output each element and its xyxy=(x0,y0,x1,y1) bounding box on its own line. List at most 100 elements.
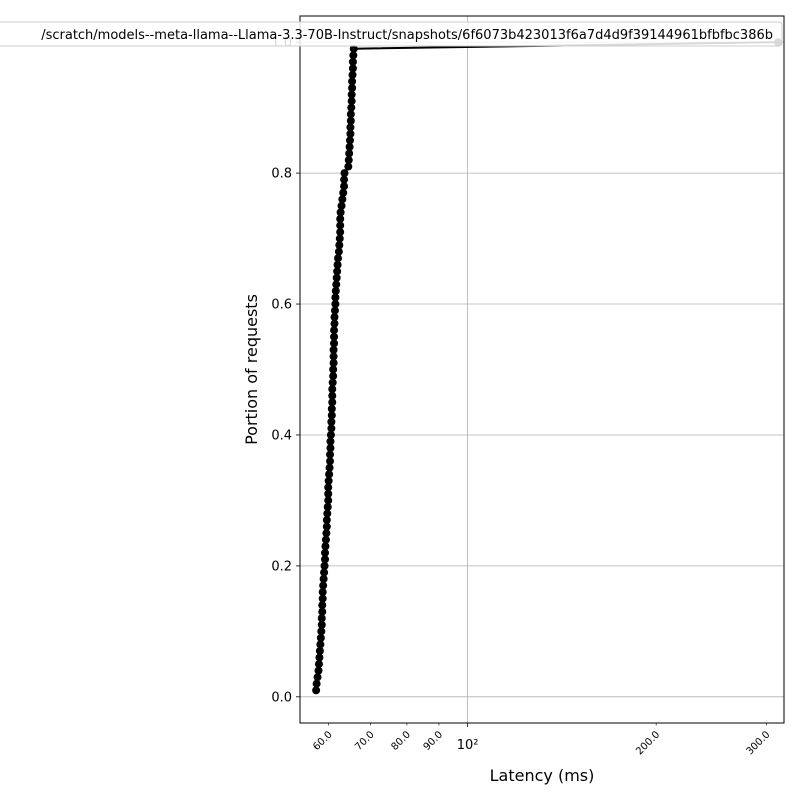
data-point xyxy=(346,136,355,145)
legend-entry-label: /scratch/models--meta-llama--Llama-3.3-7… xyxy=(41,28,773,43)
data-point xyxy=(339,188,348,197)
data-point xyxy=(331,286,340,295)
data-point xyxy=(328,378,337,387)
data-point xyxy=(321,542,330,551)
data-point xyxy=(347,103,356,112)
data-point xyxy=(312,679,321,688)
legend: /scratch/models--meta-llama--Llama-3.3-7… xyxy=(0,21,783,47)
data-point xyxy=(330,306,339,315)
data-point xyxy=(333,260,342,269)
data-point xyxy=(319,574,328,583)
x-axis-title: Latency (ms) xyxy=(490,766,595,785)
data-point xyxy=(312,686,321,695)
data-point xyxy=(322,529,331,538)
data-point xyxy=(322,516,331,525)
data-point xyxy=(318,588,327,597)
data-point xyxy=(348,64,357,73)
data-point xyxy=(328,398,337,407)
data-point xyxy=(337,201,346,210)
data-point xyxy=(346,116,355,125)
data-point xyxy=(340,182,349,191)
data-point xyxy=(329,352,338,361)
data-point xyxy=(347,97,356,106)
data-point xyxy=(316,633,325,642)
data-point xyxy=(336,228,345,237)
data-point xyxy=(314,660,323,669)
data-point xyxy=(331,293,340,302)
data-point xyxy=(344,156,353,165)
x-minor-tick-label: 80.0 xyxy=(390,729,414,753)
x-minor-tick-label: 300.0 xyxy=(745,729,773,757)
data-point xyxy=(327,411,336,420)
data-point xyxy=(345,149,354,158)
data-point xyxy=(333,267,342,276)
data-point xyxy=(315,646,324,655)
x-minor-tick-label: 60.0 xyxy=(311,729,335,753)
data-point xyxy=(329,345,338,354)
y-tick-label: 0.0 xyxy=(271,690,292,705)
data-point xyxy=(325,470,334,479)
data-point xyxy=(327,417,336,426)
data-point xyxy=(348,77,357,86)
data-point xyxy=(346,123,355,132)
data-point xyxy=(317,627,326,636)
data-point xyxy=(331,300,340,309)
data-point xyxy=(324,489,333,498)
data-point xyxy=(340,175,349,184)
data-point xyxy=(326,430,335,439)
data-point xyxy=(330,326,339,335)
data-point xyxy=(318,607,327,616)
data-point xyxy=(324,483,333,492)
legend-box xyxy=(0,21,783,47)
data-point xyxy=(318,594,327,603)
data-point xyxy=(330,332,339,341)
data-point xyxy=(338,195,347,204)
data-point xyxy=(330,319,339,328)
y-tick-label: 0.2 xyxy=(271,559,292,574)
x-axis-ticks: 10² 60.0 70.0 80.0 90.0 200.0 300.0 xyxy=(311,723,773,757)
data-point xyxy=(334,254,343,263)
x-minor-tick-label: 90.0 xyxy=(422,729,446,753)
data-point xyxy=(340,169,349,178)
series-line xyxy=(315,41,778,691)
data-point xyxy=(321,555,330,564)
data-point xyxy=(323,502,332,511)
data-point xyxy=(348,84,357,93)
data-point xyxy=(324,476,333,485)
data-point xyxy=(318,601,327,610)
grid-lines xyxy=(300,16,784,723)
data-point xyxy=(334,247,343,256)
data-point xyxy=(321,535,330,544)
data-point xyxy=(329,358,338,367)
data-point xyxy=(329,372,338,381)
data-point xyxy=(335,241,344,250)
data-point xyxy=(336,214,345,223)
data-point xyxy=(320,568,329,577)
data-point xyxy=(317,620,326,629)
data-point xyxy=(347,90,356,99)
data-point xyxy=(317,614,326,623)
data-point xyxy=(327,404,336,413)
x-minor-tick-label: 200.0 xyxy=(634,729,662,757)
data-point xyxy=(348,70,357,79)
data-point xyxy=(332,280,341,289)
data-point xyxy=(315,653,324,662)
data-point xyxy=(314,666,323,675)
data-point xyxy=(335,234,344,243)
plot-frame xyxy=(299,15,785,724)
data-point xyxy=(320,561,329,570)
data-point xyxy=(345,142,354,151)
data-point xyxy=(322,522,331,531)
data-point xyxy=(329,365,338,374)
data-point xyxy=(349,51,358,60)
data-point xyxy=(321,548,330,557)
data-point xyxy=(325,463,334,472)
data-point xyxy=(332,273,341,282)
y-axis-title: Portion of requests xyxy=(242,294,261,445)
data-point xyxy=(348,57,357,66)
data-point xyxy=(326,437,335,446)
data-point xyxy=(327,424,336,433)
y-tick-label: 0.8 xyxy=(271,167,292,182)
data-point xyxy=(330,339,339,348)
y-tick-label: 0.4 xyxy=(271,428,292,443)
